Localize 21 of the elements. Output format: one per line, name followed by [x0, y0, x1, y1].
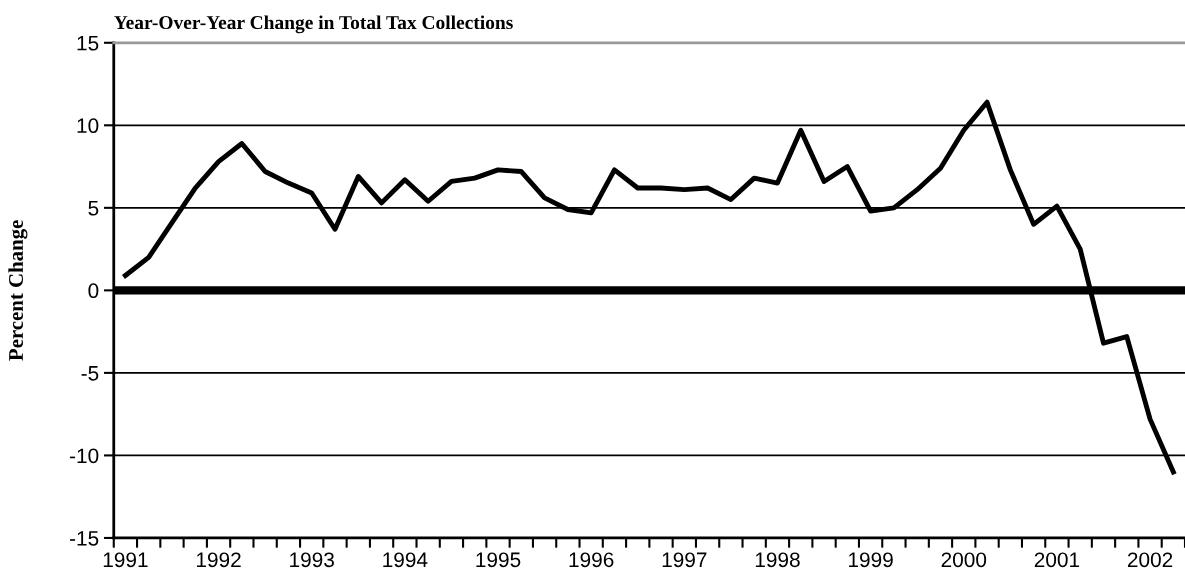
x-tick-label: 1991 [103, 552, 148, 568]
x-tick-label: 1999 [849, 552, 893, 568]
x-tick-label: 1992 [196, 552, 241, 568]
y-tick-label: -15 [69, 531, 99, 546]
x-tick-label: 1993 [290, 552, 334, 568]
x-tick-label: 2001 [1034, 552, 1080, 568]
x-tick-label: 2000 [941, 552, 987, 568]
x-tick-label: 1998 [755, 552, 800, 568]
x-tick-label: 1995 [476, 552, 521, 568]
y-axis-title: Percent Change [8, 220, 28, 361]
x-tick-label: 1996 [569, 552, 614, 568]
y-tick-label: -10 [69, 448, 99, 464]
y-tick-label: 15 [77, 35, 99, 51]
y-tick-label: -5 [81, 366, 99, 381]
x-tick-label: 1994 [383, 552, 428, 568]
y-tick-label: 0 [88, 283, 99, 299]
y-tick-label: 10 [77, 118, 99, 134]
chart-title: Year-Over-Year Change in Total Tax Collections [114, 15, 513, 34]
x-tick-label: 2002 [1127, 552, 1173, 568]
x-tick-label: 1997 [662, 552, 707, 568]
y-tick-label: 5 [88, 201, 99, 216]
